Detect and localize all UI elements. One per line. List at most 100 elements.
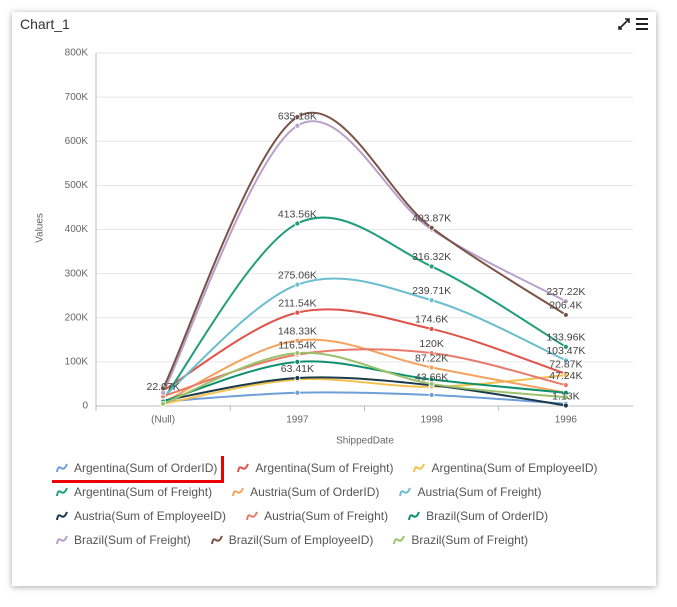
legend-icon [393, 535, 406, 545]
data-point [294, 309, 301, 316]
legend-icon [56, 511, 68, 521]
data-label: 116.54K [278, 339, 316, 351]
data-point [562, 402, 569, 409]
data-label: 211.54K [278, 297, 316, 309]
y-tick-label: 700K [65, 92, 89, 103]
legend-label: Brazil(Sum of Freight) [411, 533, 529, 547]
y-tick-label: 100K [65, 357, 89, 368]
legend-icon [413, 463, 426, 473]
data-label: 148.33K [278, 325, 317, 337]
data-point [294, 281, 301, 288]
series-line [162, 338, 567, 404]
legend-item[interactable]: Argentina(Sum of Freight) [52, 480, 216, 504]
data-point [562, 357, 569, 364]
legend-item[interactable]: Austria(Sum of EmployeeID) [52, 504, 230, 528]
data-point [294, 337, 301, 344]
y-tick-label: 300K [65, 268, 89, 279]
series-line [163, 391, 566, 405]
legend-icon [56, 487, 68, 497]
tool-icons[interactable] [616, 16, 650, 32]
legend-item[interactable]: Brazil(Sum of Freight) [389, 528, 532, 552]
legend-label: Austria(Sum of EmployeeID) [74, 509, 227, 523]
x-tick-label: 1997 [286, 415, 309, 426]
legend-item[interactable]: Argentina(Sum of OrderID) [52, 456, 225, 483]
legend-icon [232, 487, 244, 497]
y-tick-label: 600K [65, 136, 89, 147]
data-label: 43.66K [415, 372, 448, 384]
data-point [428, 326, 435, 332]
data-point [428, 350, 435, 356]
x-tick-label: (Null) [151, 415, 175, 426]
legend-label: Argentina(Sum of OrderID) [74, 461, 218, 475]
data-point [294, 350, 301, 356]
series-line [162, 111, 567, 389]
data-label: 316.32K [412, 251, 451, 263]
legend-icon [56, 463, 68, 473]
y-tick-label: 0 [82, 401, 88, 412]
data-label: 87.22K [415, 352, 448, 364]
legend: Argentina(Sum of OrderID) Argentina(Sum o… [52, 456, 642, 560]
data-point [428, 297, 435, 304]
y-tick-label: 500K [65, 180, 89, 191]
data-label: 120K [419, 338, 444, 350]
legend-label: Austria(Sum of Freight) [264, 509, 389, 523]
data-point [562, 382, 569, 389]
data-point [562, 372, 569, 379]
legend-item[interactable]: Brazil(Sum of Freight) [52, 528, 195, 552]
chart-card: Chart_1 Values ShippedDate 0 100K 200K 300K… [12, 12, 656, 586]
legend-item[interactable]: Argentina(Sum of EmployeeID) [409, 456, 601, 480]
legend-icon [56, 535, 68, 545]
legend-item[interactable]: Brazil(Sum of OrderID) [404, 504, 552, 528]
legend-item[interactable]: Austria(Sum of Freight) [395, 480, 545, 504]
legend-item[interactable]: Argentina(Sum of Freight) [233, 456, 397, 480]
legend-icon [399, 487, 412, 497]
data-point [562, 312, 569, 318]
data-label: 403.87K [412, 213, 451, 225]
data-point [428, 224, 435, 231]
series-line [162, 216, 567, 400]
data-point [428, 263, 435, 270]
series-line [162, 120, 567, 394]
legend-icon [408, 511, 421, 521]
chart-title: Chart_1 [20, 16, 70, 32]
y-axis-title: Values [35, 213, 46, 243]
data-label: 1.13K [552, 390, 579, 402]
data-label: 133.96K [546, 332, 585, 344]
data-point [294, 122, 301, 129]
data-label: 275.06K [278, 269, 317, 281]
legend-label: Brazil(Sum of Freight) [74, 533, 191, 547]
legend-label: Austria(Sum of OrderID) [250, 485, 380, 499]
x-tick-label: 1998 [421, 415, 444, 426]
data-label: 72.87K [549, 359, 582, 371]
series-line [162, 277, 567, 398]
x-tick-label: 1996 [555, 415, 578, 426]
legend-item[interactable]: Austria(Sum of Freight) [242, 504, 392, 528]
data-point [160, 400, 167, 407]
data-point [562, 343, 569, 350]
series-line [162, 351, 566, 405]
x-axis-title: ShippedDate [336, 436, 394, 447]
legend-label: Argentina(Sum of EmployeeID) [431, 461, 598, 475]
series-line [162, 308, 567, 392]
data-label: 63.41K [281, 363, 314, 375]
legend-label: Brazil(Sum of OrderID) [426, 509, 549, 523]
data-point [562, 298, 569, 305]
series-line [162, 376, 567, 407]
data-label: 635.18K [278, 111, 317, 123]
legend-item[interactable]: Brazil(Sum of EmployeeID) [207, 528, 378, 552]
data-point [428, 381, 435, 387]
legend-icon [237, 463, 250, 473]
data-point [294, 114, 301, 120]
legend-item[interactable]: Austria(Sum of OrderID) [228, 480, 383, 504]
data-point [428, 364, 435, 371]
series-line [162, 360, 566, 403]
data-label: 237.22K [546, 286, 585, 298]
legend-label: Austria(Sum of Freight) [417, 485, 542, 499]
data-point [294, 358, 301, 365]
data-label: 47.24K [549, 370, 582, 382]
data-point [294, 220, 301, 227]
legend-label: Brazil(Sum of EmployeeID) [228, 533, 374, 547]
legend-icon [210, 535, 223, 545]
data-point [562, 394, 569, 401]
